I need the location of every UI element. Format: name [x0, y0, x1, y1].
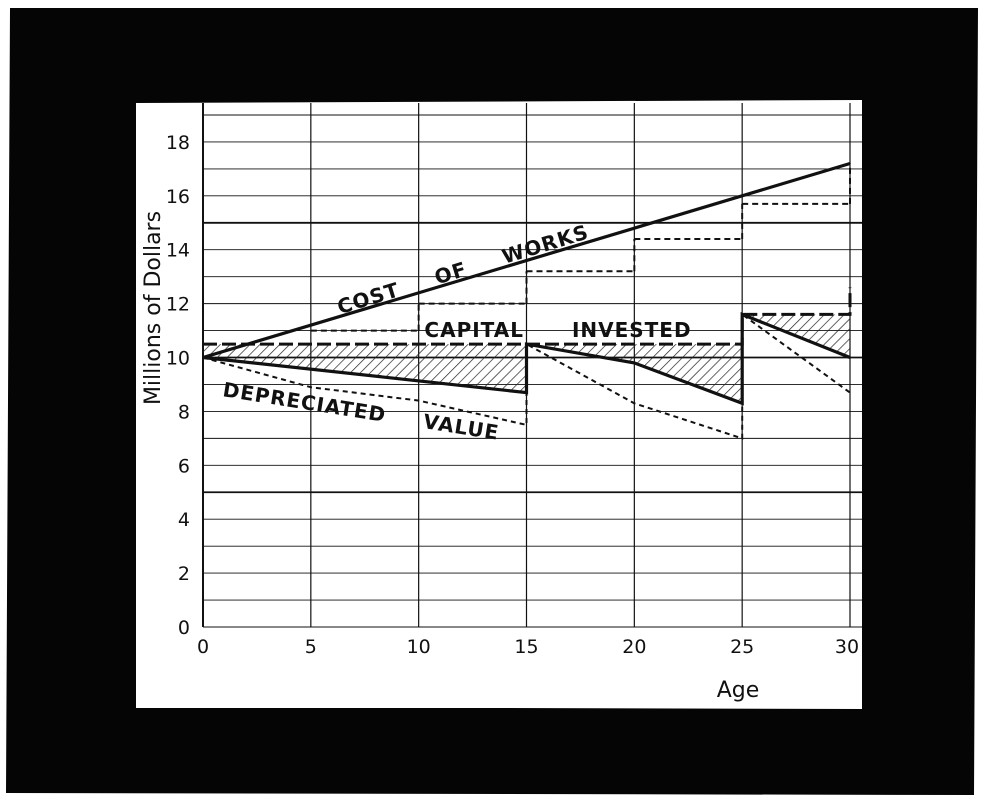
depreciated-value-dotted-line: [202, 312, 851, 440]
plot-background: [136, 103, 862, 708]
x-tick-label: 20: [622, 636, 646, 658]
x-axis-label: Age: [717, 678, 760, 703]
gridlines: [202, 103, 862, 628]
y-tick-label: 2: [178, 563, 190, 585]
series-lines: [202, 161, 852, 440]
x-tick-label: 10: [407, 636, 431, 658]
hatched-area: [203, 344, 527, 393]
y-tick-label: 10: [166, 348, 190, 370]
y-axis-label: Millions of Dollars: [141, 211, 166, 405]
y-tick-label: 6: [178, 455, 190, 477]
cost-of-works-line: [202, 161, 851, 360]
y-tick-label: 8: [178, 401, 190, 423]
annotation-capital-invested: CAPITAL INVESTED: [424, 318, 691, 342]
y-tick-label: 18: [166, 132, 190, 154]
y-tick-label: 16: [166, 186, 190, 208]
x-tick-label: 5: [305, 636, 317, 658]
y-tick-label: 0: [178, 617, 190, 639]
y-tick-label: 12: [166, 294, 190, 316]
x-tick-label: 30: [835, 636, 859, 658]
tick-labels: 0 2 4 6 8 10 12 14 16 18 0 5 10 15 20 25 30: [166, 132, 859, 658]
y-tick-label: 14: [166, 240, 190, 262]
x-tick-label: 15: [514, 636, 538, 658]
x-tick-label: 0: [197, 636, 209, 658]
y-tick-label: 4: [178, 509, 190, 531]
hatched-area: [526, 344, 743, 404]
x-tick-label: 25: [730, 636, 754, 658]
slide-mount: [6, 8, 978, 795]
